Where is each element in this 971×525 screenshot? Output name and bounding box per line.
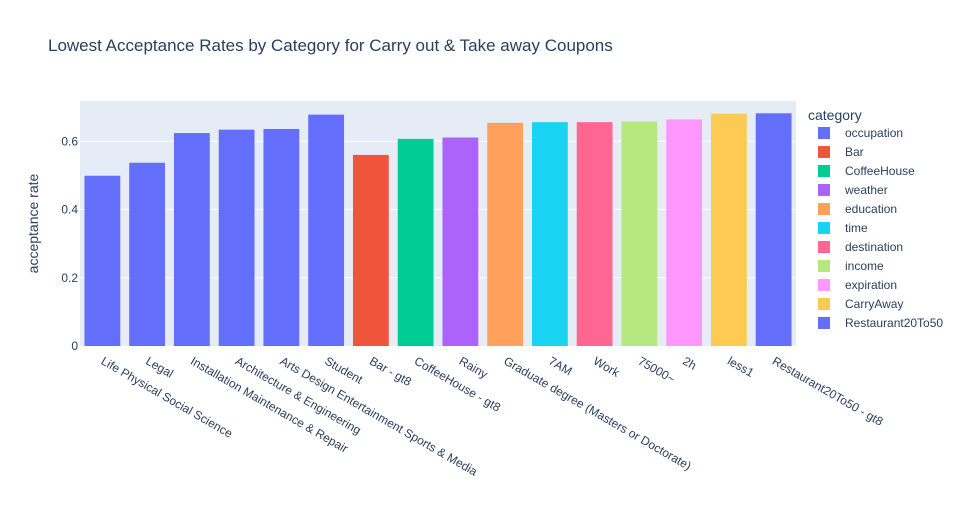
legend-item[interactable]: CoffeeHouse [818,164,915,178]
legend-label: expiration [845,278,897,292]
legend-label: weather [844,183,888,197]
legend-swatch [818,317,830,329]
legend-item[interactable]: destination [818,240,903,254]
bar-occupation[interactable] [218,129,255,346]
bars [84,113,792,347]
legend-swatch [818,298,830,310]
bar-bar[interactable] [352,154,389,346]
legend-label: destination [845,240,903,254]
bar-occupation[interactable] [129,162,166,346]
y-tick-label: 0 [71,339,78,353]
x-tick-label: 7AM [546,354,574,378]
legend-swatch [818,222,830,234]
x-tick-label: 2h [680,354,699,373]
bar-education[interactable] [487,122,524,346]
y-tick-label: 0.2 [61,271,78,285]
y-tick-label: 0.4 [61,203,78,217]
bar-destination[interactable] [576,122,613,346]
x-tick-label: Rainy [457,354,491,381]
x-tick-label: Work [591,354,623,381]
bar-weather[interactable] [442,137,479,346]
legend-swatch [818,146,830,158]
bar-carryaway[interactable] [710,113,747,346]
legend-label: income [845,259,884,273]
legend-item[interactable]: Restaurant20To50 [818,316,943,330]
y-axis-ticks: 0 0.2 0.4 0.6 [61,134,78,353]
legend-item[interactable]: expiration [818,278,897,292]
legend-label: CarryAway [845,297,903,311]
x-tick-label: Bar - gt8 [367,354,414,389]
legend-swatch [818,279,830,291]
legend-label: Restaurant20To50 [845,316,943,330]
y-tick-label: 0.6 [61,134,78,148]
x-tick-label: Restaurant20To50 - gt8 [770,354,886,429]
bar-occupation[interactable] [263,128,300,346]
legend-swatch [818,260,830,272]
chart-title: Lowest Acceptance Rates by Category for … [48,36,613,55]
bar-coffeehouse[interactable] [397,138,434,346]
bar-income[interactable] [621,121,658,346]
legend-label: CoffeeHouse [845,164,915,178]
legend-item[interactable]: weather [818,183,888,197]
legend-swatch [818,184,830,196]
legend-label: occupation [845,126,903,140]
legend-item[interactable]: income [818,259,884,273]
bar-expiration[interactable] [666,119,703,347]
bar-occupation[interactable] [173,133,210,346]
legend-item[interactable]: CarryAway [818,297,903,311]
x-tick-label: Legal [143,354,175,381]
legend-label: Bar [845,145,864,159]
x-tick-label: 75000~ [636,354,678,386]
legend-item[interactable]: education [818,202,897,216]
legend-item[interactable]: occupation [818,126,903,140]
bar-occupation[interactable] [308,114,345,347]
x-tick-label: less1 [725,354,757,380]
legend-item[interactable]: Bar [818,145,864,159]
legend-label: time [845,221,868,235]
bar-restaurant20to50[interactable] [755,113,792,347]
bar-time[interactable] [531,122,568,346]
legend-swatch [818,203,830,215]
bar-occupation[interactable] [84,175,121,346]
legend[interactable]: category occupation Bar CoffeeHouse weather… [808,107,943,330]
legend-swatch [818,127,830,139]
legend-swatch [818,241,830,253]
legend-item[interactable]: time [818,221,868,235]
y-axis-title: acceptance rate [25,173,41,273]
legend-title: category [808,107,862,123]
legend-swatch [818,165,830,177]
legend-label: education [845,202,897,216]
